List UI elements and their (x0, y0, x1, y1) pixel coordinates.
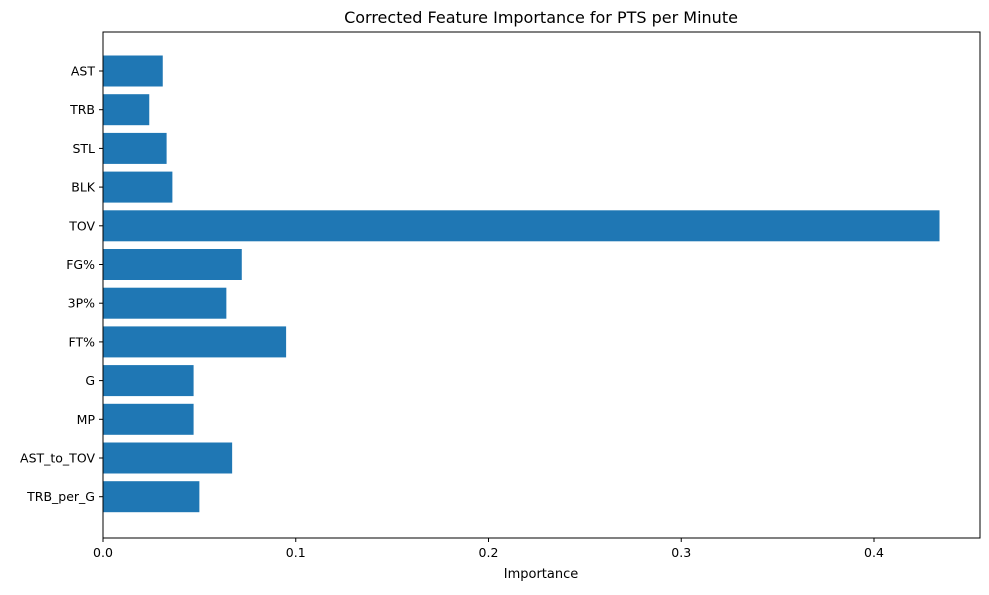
y-tick-label: FT% (69, 334, 96, 349)
bar-trb-per-g (103, 481, 200, 513)
y-tick-label: TRB (69, 102, 95, 117)
bar-3p- (103, 287, 227, 319)
bar-mp (103, 403, 194, 435)
bar-g (103, 365, 194, 397)
y-tick-label: MP (77, 412, 96, 427)
x-tick-label: 0.0 (93, 545, 113, 560)
y-tick-label: 3P% (68, 296, 95, 311)
bar-ast (103, 55, 163, 87)
bar-ft- (103, 326, 287, 358)
y-tick-label: STL (72, 141, 95, 156)
x-tick-label: 0.2 (479, 545, 499, 560)
x-tick-label: 0.4 (864, 545, 884, 560)
x-tick-label: 0.3 (671, 545, 691, 560)
bar-ast-to-tov (103, 442, 233, 474)
chart-title: Corrected Feature Importance for PTS per… (344, 8, 738, 27)
bar-blk (103, 171, 173, 203)
bar-tov (103, 210, 940, 242)
plot-frame (102, 31, 981, 539)
y-tick-label: TRB_per_G (26, 489, 95, 504)
x-tick-label: 0.1 (286, 545, 306, 560)
x-axis-ticks: 0.0 0.1 0.2 0.3 0.4 (93, 538, 884, 560)
bar-stl (103, 132, 167, 164)
bar-trb (103, 94, 150, 126)
y-axis-ticks: AST TRB STL BLK TOV FG% 3P% FT% G MP AST_to_TOV TRB… (20, 64, 103, 504)
bars-group (103, 55, 940, 513)
x-axis-label: Importance (504, 567, 579, 582)
y-tick-label: AST (71, 64, 95, 79)
bar-fg- (103, 249, 242, 280)
y-tick-label: BLK (71, 180, 96, 195)
y-tick-label: G (85, 373, 95, 388)
y-tick-label: AST_to_TOV (20, 451, 95, 466)
y-tick-label: TOV (68, 218, 95, 233)
y-tick-label: FG% (66, 257, 95, 272)
